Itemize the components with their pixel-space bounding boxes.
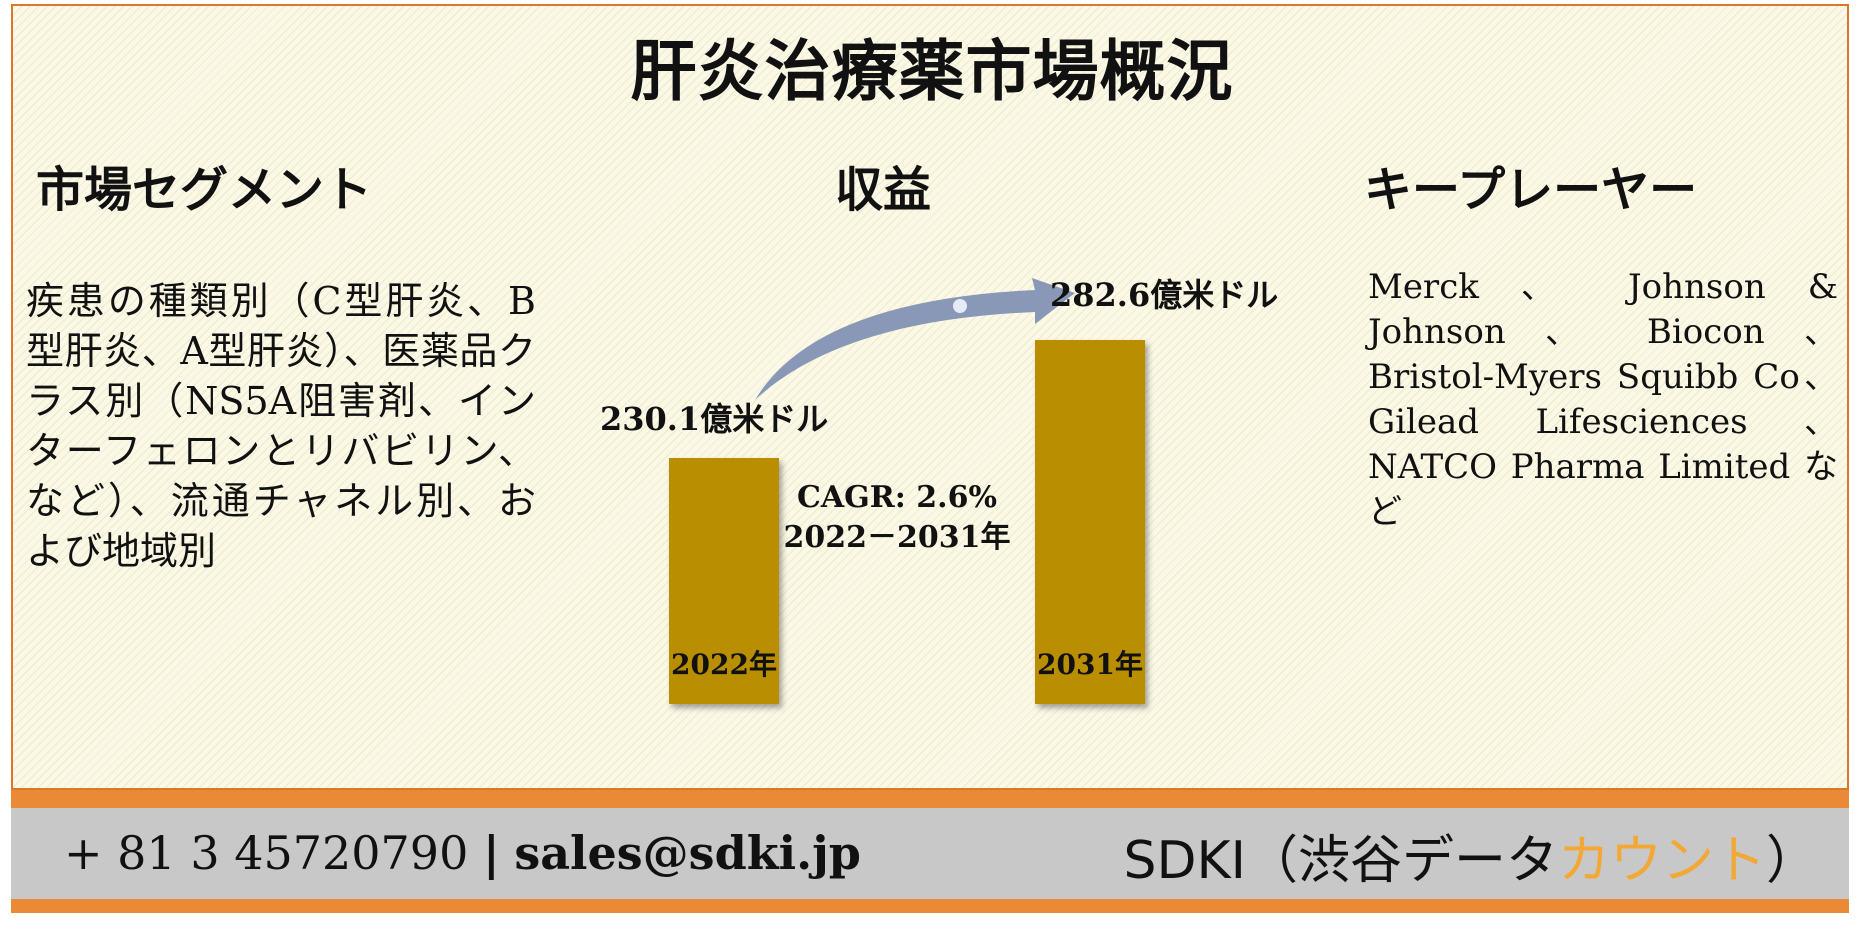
revenue-chart: 2022年 230.1億米ドル 2031年 282.6億米ドル CAGR: 2.6% 20… <box>600 276 1278 704</box>
brand-accent: カウント <box>1557 831 1766 891</box>
segment-description: 疾患の種類別（C型肝炎、B型肝炎、A型肝炎）、医薬品クラス別（NS5A阻害剤、イ… <box>26 279 536 573</box>
category-label-0: 2022年 <box>671 648 777 681</box>
contact-info: + 81 3 45720790 | sales@sdki.jp <box>64 826 861 880</box>
brand-mid: ータ <box>1453 831 1558 891</box>
players-heading: キープレーヤー <box>1364 162 1698 218</box>
footer-top-band <box>11 790 1849 808</box>
infographic-panel <box>11 4 1849 790</box>
arrow-dot <box>953 299 967 313</box>
contact-separator: | <box>482 826 500 880</box>
revenue-heading: 収益 <box>835 162 932 218</box>
phone-number[interactable]: + 81 3 45720790 <box>64 826 469 880</box>
bar-1 <box>1035 340 1145 704</box>
email-link[interactable]: sales@sdki.jp <box>514 826 861 880</box>
page-title: 肝炎治療薬市場概況 <box>630 32 1234 110</box>
brand-prefix: SDKI（渋谷デ <box>1123 831 1454 891</box>
category-label-1: 2031年 <box>1037 648 1143 681</box>
cagr-label: CAGR: 2.6% <box>797 480 997 515</box>
footer-bottom-band <box>11 899 1849 913</box>
value-label-0: 230.1億米ドル <box>600 400 828 438</box>
bar-0 <box>669 458 779 704</box>
footer-bar <box>11 808 1849 899</box>
brand-suffix: ） <box>1765 831 1818 891</box>
growth-arrow <box>755 278 1075 400</box>
segment-heading: 市場セグメント <box>36 162 373 218</box>
cagr-period-label: 2022－2031年 <box>784 520 1011 555</box>
key-players-list: Merck 、 Johnson & Johnson 、 Biocon 、Bris… <box>1368 267 1838 532</box>
value-label-1: 282.6億米ドル <box>1050 276 1278 314</box>
brand-name: SDKI（渋谷データカウント） <box>1123 818 1818 893</box>
